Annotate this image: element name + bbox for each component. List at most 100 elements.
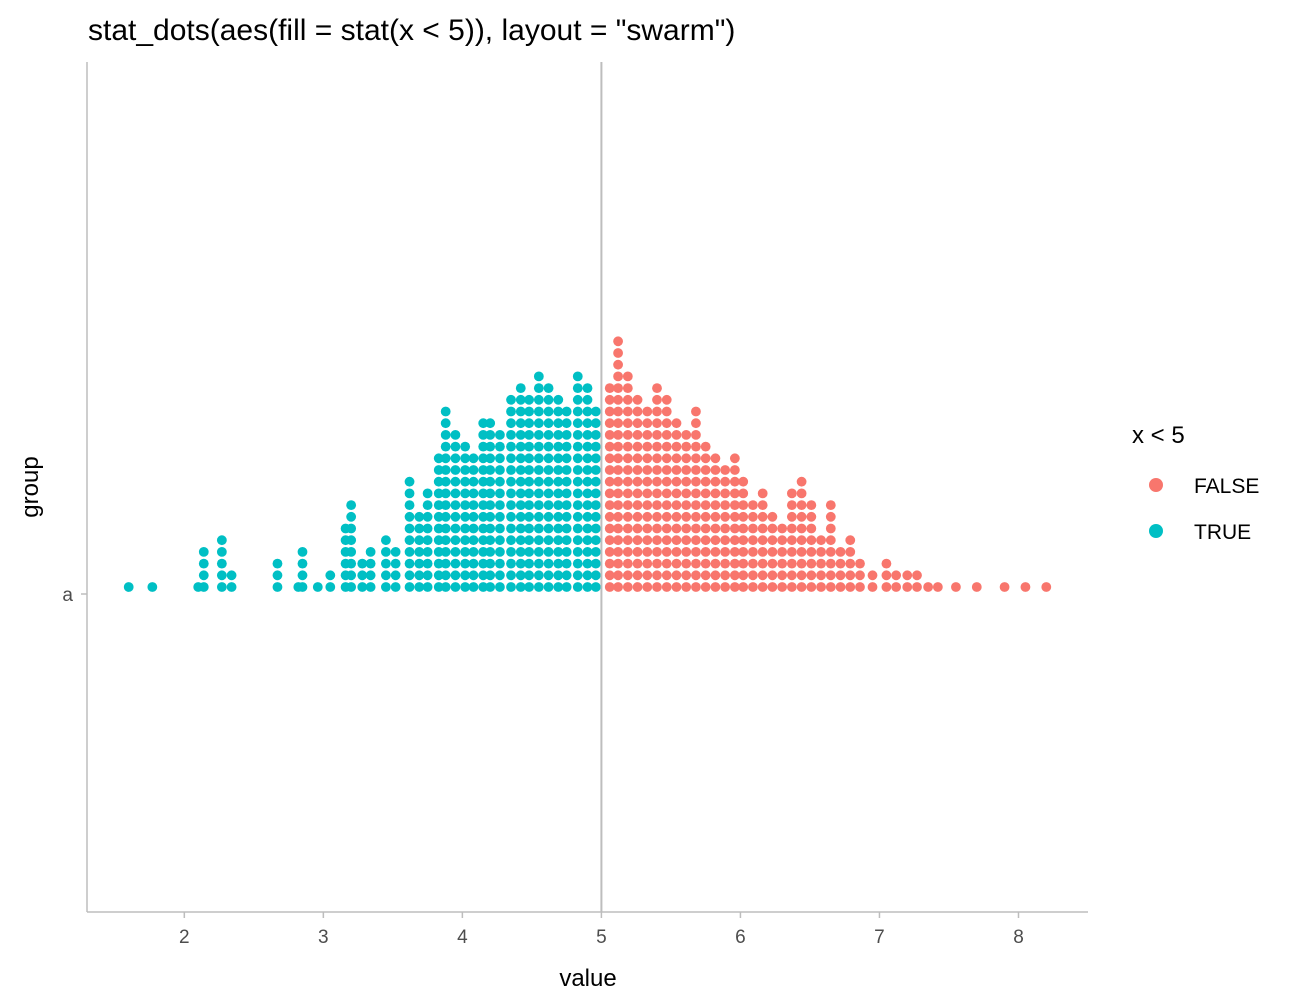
dot-point bbox=[582, 570, 593, 581]
dot-point bbox=[710, 500, 721, 510]
dot-point bbox=[198, 558, 209, 569]
dot-point bbox=[543, 406, 554, 417]
dot-point bbox=[681, 535, 692, 546]
dot-point bbox=[553, 570, 564, 581]
dot-point bbox=[450, 453, 461, 464]
dot-point bbox=[460, 547, 471, 557]
dot-point bbox=[524, 453, 535, 464]
dot-point bbox=[506, 441, 516, 452]
dot-point bbox=[806, 558, 817, 569]
dot-point bbox=[533, 511, 544, 522]
dot-point bbox=[422, 523, 433, 534]
dot-point bbox=[891, 570, 902, 581]
dot-point bbox=[468, 465, 479, 475]
dot-point bbox=[572, 500, 583, 510]
dot-point bbox=[786, 523, 797, 534]
dot-point bbox=[533, 570, 544, 581]
dot-point bbox=[216, 570, 227, 581]
dot-point bbox=[515, 418, 526, 429]
dot-point bbox=[671, 582, 682, 592]
dot-point bbox=[825, 500, 836, 510]
dot-point bbox=[468, 476, 479, 487]
dot-point bbox=[533, 465, 544, 475]
dot-point bbox=[691, 406, 701, 417]
dot-point bbox=[515, 465, 526, 475]
dot-point bbox=[433, 453, 444, 464]
dot-point bbox=[123, 582, 134, 592]
dot-point bbox=[495, 547, 505, 557]
dot-point bbox=[216, 535, 227, 546]
dot-point bbox=[642, 570, 653, 581]
dot-point bbox=[381, 582, 391, 592]
dot-point bbox=[533, 453, 544, 464]
dot-point bbox=[622, 547, 633, 557]
dot-point bbox=[357, 558, 368, 569]
dot-point bbox=[661, 453, 672, 464]
dot-point bbox=[796, 500, 807, 510]
dot-point bbox=[786, 511, 797, 522]
dot-point bbox=[632, 535, 643, 546]
dot-point bbox=[440, 523, 451, 534]
dot-point bbox=[524, 523, 535, 534]
dot-point bbox=[867, 570, 878, 581]
dot-point bbox=[748, 500, 758, 510]
dot-point bbox=[1041, 582, 1052, 592]
dot-point bbox=[691, 476, 701, 487]
dot-point bbox=[524, 418, 535, 429]
dot-point bbox=[515, 406, 526, 417]
dot-point bbox=[613, 406, 623, 417]
dot-point bbox=[561, 465, 572, 475]
dot-point bbox=[681, 523, 692, 534]
legend-key-true bbox=[1149, 524, 1163, 538]
dot-point bbox=[590, 511, 601, 522]
dot-point bbox=[738, 570, 749, 581]
dot-point bbox=[506, 500, 516, 510]
dot-point bbox=[671, 418, 682, 429]
dot-point bbox=[524, 430, 535, 440]
dot-point bbox=[572, 418, 583, 429]
dot-point bbox=[357, 582, 368, 592]
dot-point bbox=[450, 465, 461, 475]
dot-point bbox=[582, 383, 593, 393]
dot-point bbox=[543, 535, 554, 546]
dot-point bbox=[450, 523, 461, 534]
dot-point bbox=[561, 570, 572, 581]
dot-point bbox=[468, 582, 479, 592]
dot-point bbox=[613, 336, 623, 347]
dot-point bbox=[414, 570, 425, 581]
dot-point bbox=[845, 558, 856, 569]
legend: x < 5 FALSE TRUE bbox=[1132, 422, 1259, 544]
dot-point bbox=[478, 453, 489, 464]
dot-point bbox=[681, 441, 692, 452]
x-tick-label: 7 bbox=[874, 927, 885, 948]
dot-point bbox=[433, 500, 444, 510]
dot-point bbox=[450, 511, 461, 522]
dot-point bbox=[590, 523, 601, 534]
dot-point bbox=[767, 511, 778, 522]
dot-point bbox=[524, 441, 535, 452]
dot-point bbox=[613, 535, 623, 546]
dot-point bbox=[404, 558, 415, 569]
dot-point bbox=[460, 523, 471, 534]
dot-point bbox=[414, 523, 425, 534]
dot-point bbox=[700, 547, 711, 557]
dot-point bbox=[590, 488, 601, 499]
dot-point bbox=[450, 535, 461, 546]
dot-point bbox=[748, 523, 758, 534]
dot-point bbox=[767, 570, 778, 581]
dot-point bbox=[767, 535, 778, 546]
dot-point bbox=[590, 570, 601, 581]
dot-point bbox=[495, 523, 505, 534]
dot-point bbox=[515, 453, 526, 464]
dot-point bbox=[825, 558, 836, 569]
dot-point bbox=[604, 523, 615, 534]
dot-point bbox=[422, 500, 433, 510]
dot-point bbox=[652, 558, 662, 569]
dot-point bbox=[524, 511, 535, 522]
dot-point bbox=[582, 476, 593, 487]
dot-point bbox=[757, 511, 768, 522]
dot-point bbox=[661, 511, 672, 522]
dot-point bbox=[433, 523, 444, 534]
dot-point bbox=[495, 570, 505, 581]
dot-point bbox=[816, 535, 826, 546]
